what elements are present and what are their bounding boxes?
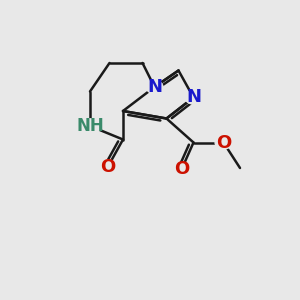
Ellipse shape (185, 91, 202, 104)
Text: N: N (186, 88, 201, 106)
Text: O: O (174, 160, 189, 178)
Text: NH: NH (76, 117, 104, 135)
Ellipse shape (215, 136, 232, 149)
Ellipse shape (173, 163, 190, 176)
Text: O: O (100, 158, 116, 175)
Ellipse shape (78, 119, 102, 133)
Ellipse shape (146, 80, 163, 94)
Ellipse shape (100, 160, 116, 173)
Text: N: N (147, 78, 162, 96)
Text: O: O (216, 134, 231, 152)
